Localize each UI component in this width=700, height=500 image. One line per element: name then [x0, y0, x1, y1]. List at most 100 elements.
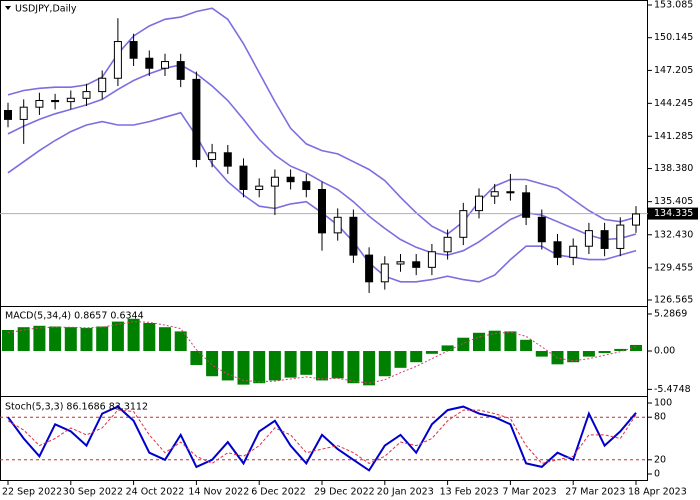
macd-bar [331, 351, 344, 379]
macd-bar [520, 339, 533, 352]
macd-bar [300, 351, 313, 375]
candle-body [600, 230, 609, 249]
candle-body [522, 192, 531, 218]
y-tick-label: -5.4748 [654, 384, 691, 395]
macd-bar [582, 351, 595, 357]
candle-body [459, 210, 468, 238]
panel-title: MACD(5,34,4) 0.8657 0.6344 [5, 311, 144, 322]
last-price-label: 134.335 [654, 208, 693, 219]
y-tick-label: 144.245 [654, 98, 693, 109]
macd-bar [598, 351, 611, 354]
y-tick-label: 147.205 [654, 65, 693, 76]
y-tick-label: 153.085 [654, 0, 693, 11]
macd-bar [284, 351, 297, 378]
macd-bar [378, 351, 391, 377]
candle-body [129, 41, 138, 59]
macd-bar [363, 351, 376, 386]
y-tick-label: 150.145 [654, 32, 693, 43]
candle-body [553, 241, 562, 258]
y-tick-label: 0 [654, 469, 660, 480]
candle-body [632, 213, 640, 226]
candle-body [443, 236, 452, 253]
panel-title: Stoch(5,3,3) 86.1686 83.3112 [5, 402, 148, 413]
x-tick-label: 29 Dec 2022 [314, 487, 375, 498]
y-tick-label: 100 [654, 398, 672, 409]
candle-body [66, 97, 75, 103]
macd-bar [630, 344, 642, 352]
x-tick-label: 14 Nov 2022 [188, 487, 249, 498]
candle-body [223, 152, 232, 167]
candle-body [113, 41, 122, 79]
macd-bar [473, 332, 485, 352]
candle-body [584, 230, 593, 247]
macd-bar [159, 327, 171, 352]
candle-body [270, 176, 279, 187]
macd-bar [441, 345, 454, 352]
x-tick-label: 7 Mar 2023 [502, 487, 556, 498]
macd-bar [33, 325, 46, 352]
y-tick-label: 0.00 [654, 346, 675, 357]
macd-bar [535, 351, 548, 357]
panel-title: USDJPY,Daily [15, 4, 77, 15]
candle-body [616, 224, 625, 249]
candle-body [537, 216, 546, 243]
candle-body [506, 191, 515, 194]
macd-bar [316, 351, 328, 381]
macd-bar [394, 351, 407, 368]
candle-body [145, 57, 154, 69]
macd-bar [127, 318, 140, 352]
x-tick-label: 22 Sep 2022 [2, 487, 62, 498]
candle-body [192, 78, 201, 160]
macd-bar [111, 321, 124, 352]
candle-body [302, 181, 311, 190]
macd-bar [96, 326, 109, 352]
candle-body [176, 61, 185, 80]
candle-body [82, 91, 91, 99]
macd-bar [17, 327, 30, 352]
y-tick-label: 135.405 [654, 196, 693, 207]
candle-body [98, 77, 107, 93]
macd-bar [174, 331, 187, 352]
candle-body [569, 245, 578, 258]
y-tick-label: 132.430 [654, 229, 693, 240]
stoch-line [7, 405, 637, 472]
y-tick-label: 141.285 [654, 131, 693, 142]
macd-bar [457, 337, 470, 352]
x-tick-label: 13 Feb 2023 [440, 487, 499, 498]
x-tick-label: 24 Oct 2022 [126, 487, 185, 498]
x-tick-label: 6 Dec 2022 [251, 487, 306, 498]
candle-body [412, 261, 421, 268]
macd-bar [49, 326, 62, 352]
y-tick-label: 126.565 [654, 294, 693, 305]
macd-bar [504, 331, 517, 352]
x-tick-label: 27 Mar 2023 [565, 487, 625, 498]
candle-body [427, 251, 436, 268]
macd-bar [80, 327, 93, 352]
x-tick-label: 20 Jan 2023 [377, 487, 434, 498]
macd-bar [2, 329, 14, 352]
y-tick-label: 80 [654, 412, 666, 423]
candle-body [255, 185, 264, 190]
macd-bar [488, 330, 501, 352]
macd-bar [237, 351, 250, 385]
macd-bar [425, 351, 438, 354]
macd-bar [614, 348, 627, 352]
stoch-line [7, 409, 637, 464]
candle-body [19, 106, 28, 120]
candle-body [161, 61, 169, 69]
bollinger-band [7, 7, 637, 235]
candle-body [365, 254, 374, 283]
macd-bar [190, 351, 203, 366]
candle-body [35, 99, 44, 108]
candle-body [380, 263, 389, 283]
macd-bar [143, 322, 156, 352]
y-tick-label: 5.2869 [654, 308, 687, 319]
x-tick-label: 30 Sep 2022 [63, 487, 123, 498]
candle-body [318, 188, 326, 234]
y-tick-label: 138.380 [654, 163, 693, 174]
macd-bar [567, 351, 580, 363]
last-price-box [648, 207, 698, 220]
plot-frame [0, 0, 648, 481]
macd-bar [410, 351, 423, 363]
